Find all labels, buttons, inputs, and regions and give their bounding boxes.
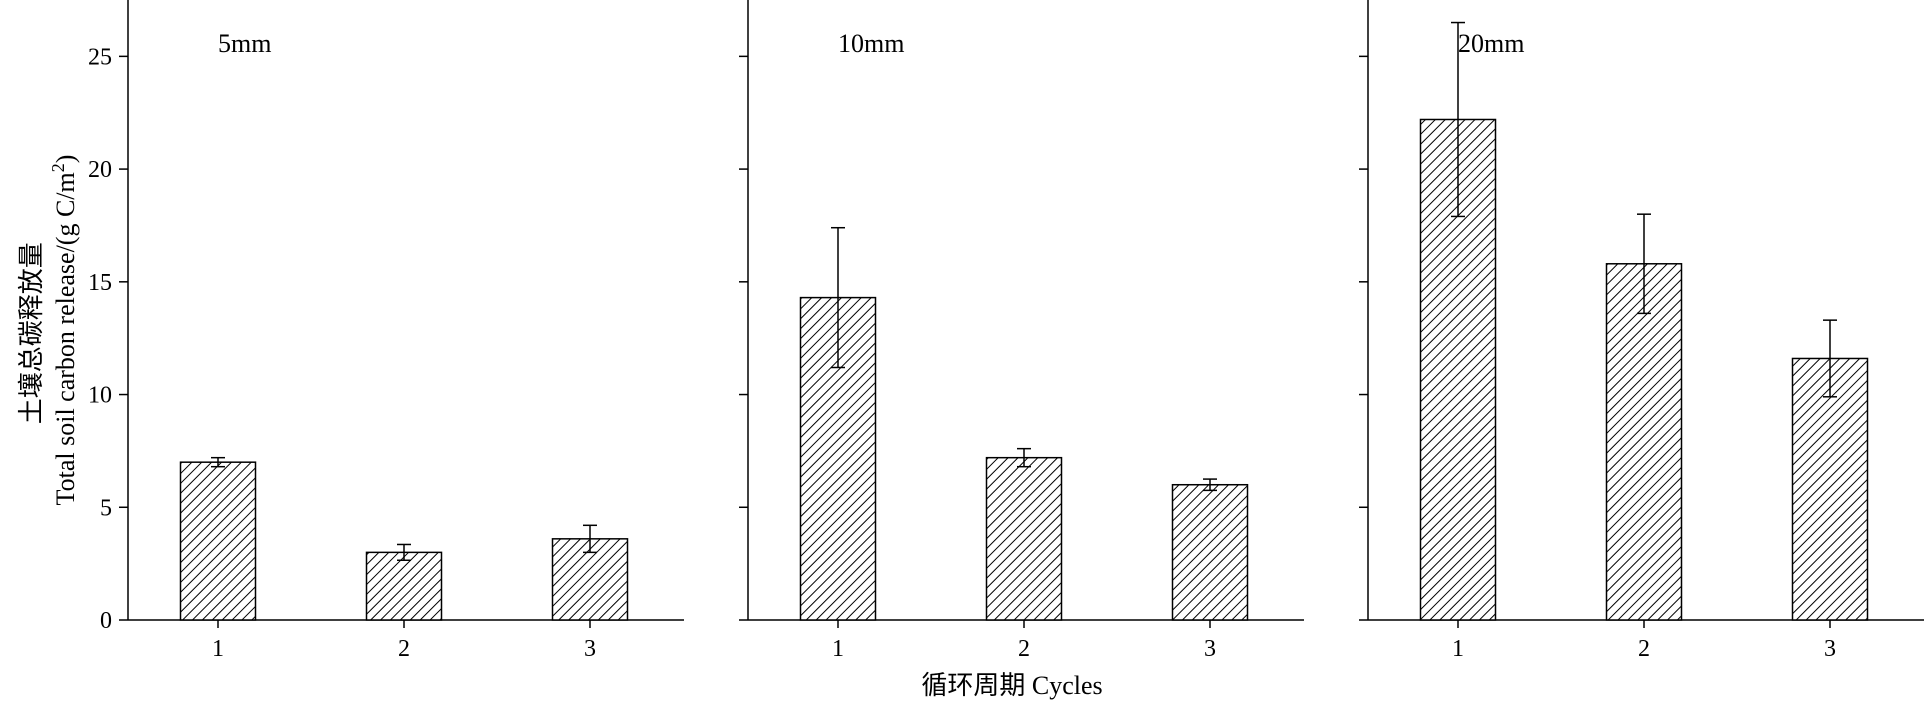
panel-3: 20mm 1 2 3: [1359, 0, 1924, 662]
y-tick-label: 5: [100, 495, 112, 521]
x-tick-label: 1: [212, 636, 224, 662]
x-tick-label: 3: [1824, 636, 1836, 662]
bar: [1171, 483, 1249, 621]
y-tick-label: 15: [88, 270, 112, 296]
y-axis-title: 土壤总碳释放量 Total soil carbon release/(g C/m…: [17, 155, 80, 506]
x-tick-label: 1: [1452, 636, 1464, 662]
panel-label: 20mm: [1458, 29, 1524, 58]
bar: [1791, 357, 1869, 621]
bar: [985, 456, 1063, 621]
panel-1: 0 5 10 15 20 25 5mm 1 2 3: [88, 0, 684, 662]
bar: [1605, 263, 1683, 621]
panel-label: 10mm: [838, 29, 904, 58]
x-tick-label: 2: [398, 636, 410, 662]
y-axis-title-en: Total soil carbon release/(g C/m: [51, 172, 80, 505]
panel-2: 10mm 1 2 3: [739, 0, 1304, 662]
panel-label: 5mm: [218, 29, 271, 58]
bar: [1419, 118, 1497, 621]
x-tick-label: 2: [1638, 636, 1650, 662]
x-tick-label: 3: [584, 636, 596, 662]
y-tick-label: 25: [88, 44, 112, 70]
y-axis-title-close: ): [51, 155, 80, 164]
bar: [365, 551, 443, 621]
y-axis-title-cn: 土壤总碳释放量: [17, 242, 46, 424]
x-tick-label: 3: [1204, 636, 1216, 662]
y-tick-label: 10: [88, 383, 112, 409]
y-tick-label: 20: [88, 157, 112, 183]
x-tick-label: 2: [1018, 636, 1030, 662]
x-tick-label: 1: [832, 636, 844, 662]
y-axis-title-sup: 2: [48, 163, 68, 172]
y-tick-label: 0: [100, 608, 112, 634]
panels-layer: 0 5 10 15 20 25 5mm 1 2 3 10mm 1 2 3 20mm 1 2 3: [88, 0, 1924, 662]
bar: [179, 461, 257, 621]
x-axis-title: 循环周期 Cycles: [921, 671, 1102, 700]
